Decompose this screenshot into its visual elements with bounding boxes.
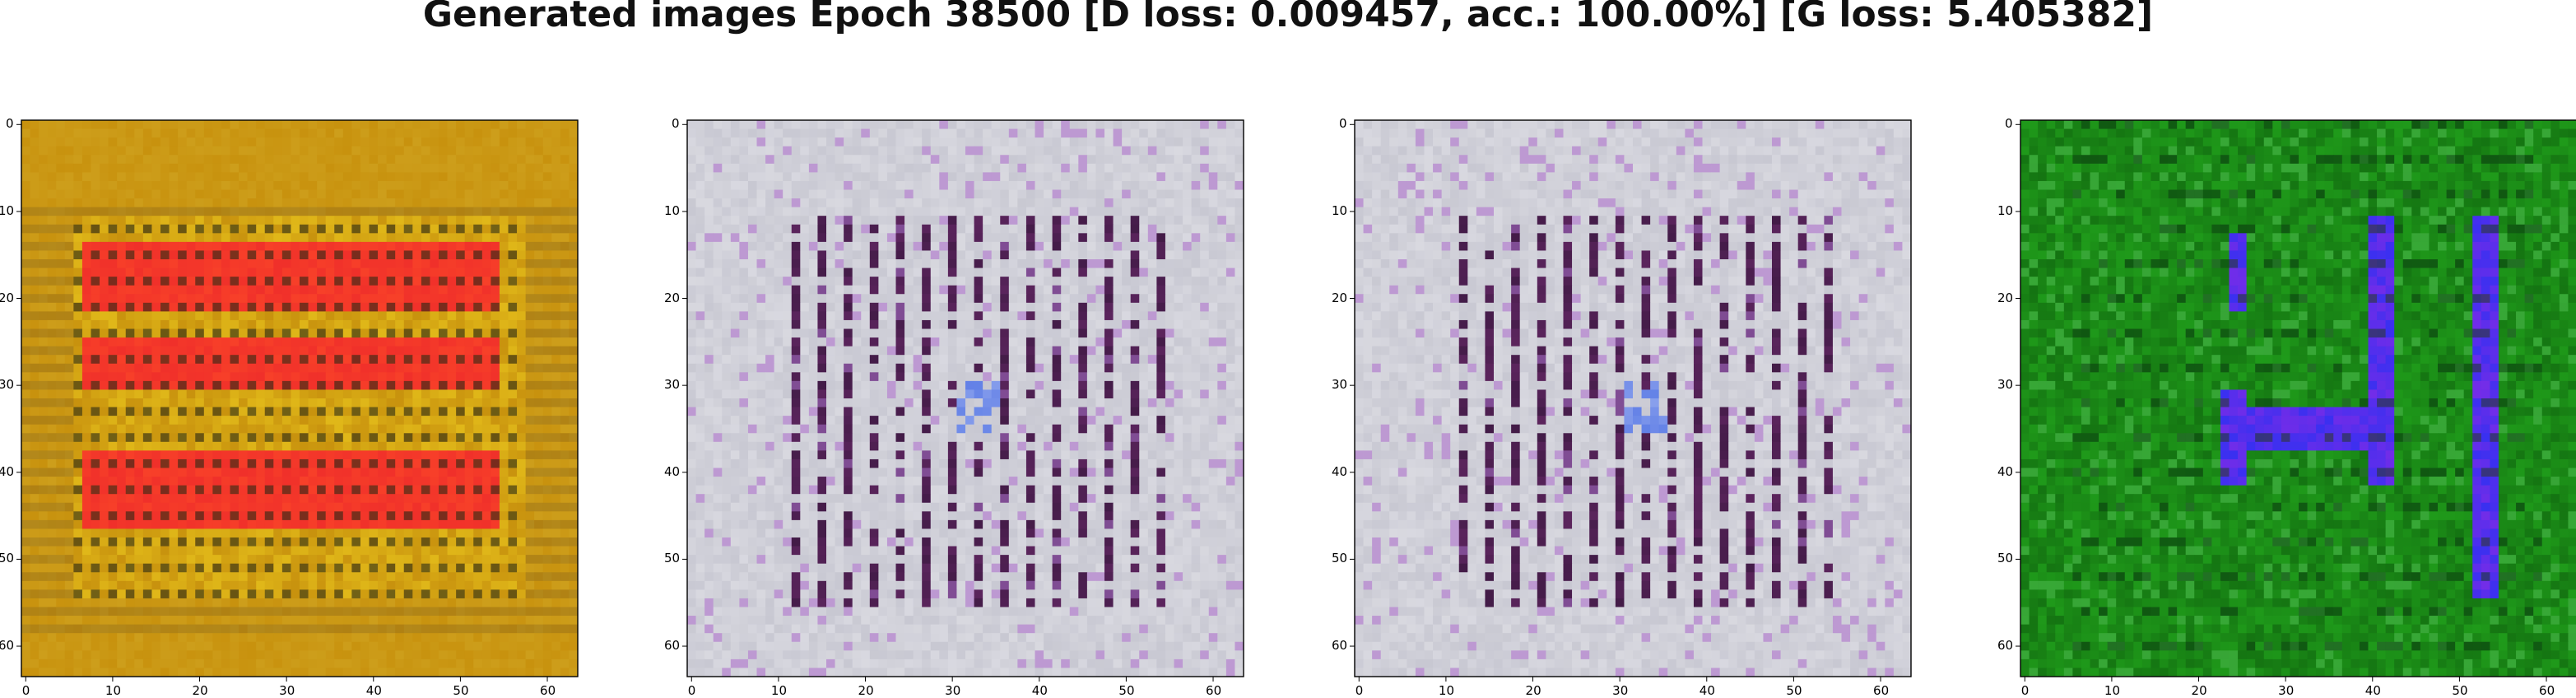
y-tick-label: 0	[6, 118, 14, 130]
y-tick-label: 50	[0, 552, 14, 565]
y-tick-label: 20	[0, 292, 14, 305]
y-tick-label: 50	[1332, 552, 1347, 565]
y-tick-label: 30	[0, 379, 14, 391]
y-tick-label: 60	[0, 640, 14, 652]
figure-title: Generated images Epoch 38500 [D loss: 0.…	[0, 0, 2576, 30]
y-tick-label: 10	[1332, 205, 1347, 217]
y-tick-label: 0	[672, 118, 680, 130]
y-tick-label: 10	[1997, 205, 2013, 217]
y-tick-label: 50	[1997, 552, 2013, 565]
y-tick-label: 60	[664, 640, 680, 652]
y-tick-label: 30	[664, 379, 680, 391]
y-tick-label: 60	[1332, 640, 1347, 652]
y-tick-label: 40	[0, 466, 14, 478]
image-axes-1	[21, 120, 578, 677]
image-axes-3	[1355, 120, 1911, 677]
pixel-grid	[2020, 120, 2576, 677]
y-tick-label: 20	[1997, 292, 2013, 305]
y-tick-label: 40	[664, 466, 680, 478]
y-tick-label: 40	[1332, 466, 1347, 478]
y-tick-label: 30	[1332, 379, 1347, 391]
y-tick-label: 0	[2005, 118, 2013, 130]
image-axes-4	[2020, 120, 2576, 677]
y-tick-label: 0	[1339, 118, 1347, 130]
y-tick-label: 30	[1997, 379, 2013, 391]
pixel-grid	[1355, 120, 1911, 677]
y-tick-label: 10	[664, 205, 680, 217]
y-tick-label: 20	[1332, 292, 1347, 305]
y-tick-label: 10	[0, 205, 14, 217]
y-tick-label: 50	[664, 552, 680, 565]
y-tick-label: 60	[1997, 640, 2013, 652]
pixel-grid	[21, 120, 578, 677]
y-tick-label: 40	[1997, 466, 2013, 478]
image-axes-2	[687, 120, 1244, 677]
y-tick-label: 20	[664, 292, 680, 305]
pixel-grid	[687, 120, 1244, 677]
